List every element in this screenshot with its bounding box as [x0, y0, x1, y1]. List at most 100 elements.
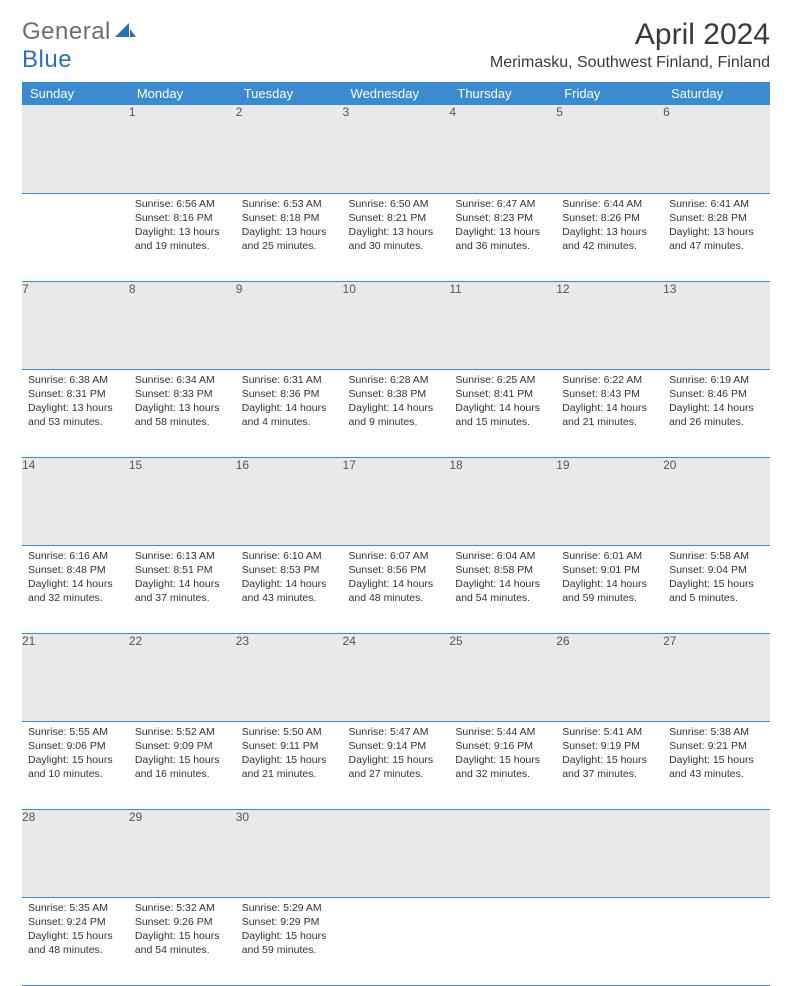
day-info-line: and 21 minutes.	[562, 415, 657, 429]
day-cell: Sunrise: 6:16 AMSunset: 8:48 PMDaylight:…	[22, 545, 129, 633]
day-info-line: and 30 minutes.	[349, 239, 444, 253]
day-cell: Sunrise: 6:31 AMSunset: 8:36 PMDaylight:…	[236, 369, 343, 457]
day-info-line: Sunrise: 5:41 AM	[562, 725, 657, 739]
day-info-line: Sunset: 8:43 PM	[562, 387, 657, 401]
day-cell	[449, 897, 556, 985]
day-info-line: and 32 minutes.	[28, 591, 123, 605]
day-content-row: Sunrise: 6:38 AMSunset: 8:31 PM Daylight:…	[22, 369, 770, 457]
day-info-line: and 5 minutes.	[669, 591, 764, 605]
logo-text-general: General	[22, 18, 111, 45]
day-info-line: Sunrise: 6:28 AM	[349, 373, 444, 387]
day-info-line: Sunset: 8:51 PM	[135, 563, 230, 577]
day-number: 5	[556, 105, 663, 193]
day-info-line: Sunrise: 6:01 AM	[562, 549, 657, 563]
day-info-line: Daylight: 15 hours	[455, 753, 550, 767]
day-info-line: and 36 minutes.	[455, 239, 550, 253]
day-number: 3	[343, 105, 450, 193]
day-number: 21	[22, 633, 129, 721]
day-number-row: 78910111213	[22, 281, 770, 369]
day-info-line: Sunset: 8:48 PM	[28, 563, 123, 577]
day-info-line: Daylight: 15 hours	[135, 753, 230, 767]
day-number-row: 21222324252627	[22, 633, 770, 721]
weekday-header: Sunday	[22, 82, 129, 105]
day-cell: Sunrise: 6:22 AMSunset: 8:43 PMDaylight:…	[556, 369, 663, 457]
day-info-line: Daylight: 14 hours	[242, 577, 337, 591]
day-cell: Sunrise: 6:28 AMSunset: 8:38 PMDaylight:…	[343, 369, 450, 457]
day-info-line: Daylight: 14 hours	[669, 401, 764, 415]
location: Merimasku, Southwest Finland, Finland	[490, 54, 770, 72]
day-info-line: Sunrise: 5:47 AM	[349, 725, 444, 739]
day-info-line: Daylight: 15 hours	[242, 753, 337, 767]
day-info-line: Sunrise: 6:04 AM	[455, 549, 550, 563]
day-number: 26	[556, 633, 663, 721]
day-info-line: Sunrise: 6:13 AM	[135, 549, 230, 563]
day-cell: Sunrise: 6:04 AMSunset: 8:58 PMDaylight:…	[449, 545, 556, 633]
day-info-line: Daylight: 14 hours	[455, 577, 550, 591]
day-info-line: Sunset: 8:23 PM	[455, 211, 550, 225]
day-info-line: Sunset: 8:38 PM	[349, 387, 444, 401]
day-number: 20	[663, 457, 770, 545]
day-info-line: and 58 minutes.	[135, 415, 230, 429]
day-number: 27	[663, 633, 770, 721]
day-number: 1	[129, 105, 236, 193]
day-cell	[556, 897, 663, 985]
day-info-line: Sunrise: 5:32 AM	[135, 901, 230, 915]
day-info-line: and 43 minutes.	[242, 591, 337, 605]
day-cell: Sunrise: 5:58 AMSunset: 9:04 PMDaylight:…	[663, 545, 770, 633]
day-info-line: Sunset: 9:09 PM	[135, 739, 230, 753]
day-info-line: Sunrise: 6:44 AM	[562, 197, 657, 211]
day-info-line: Sunset: 9:01 PM	[562, 563, 657, 577]
day-number: 6	[663, 105, 770, 193]
day-info-line: Sunset: 9:24 PM	[28, 915, 123, 929]
day-cell: Sunrise: 6:34 AMSunset: 8:33 PMDaylight:…	[129, 369, 236, 457]
day-cell: Sunrise: 6:25 AMSunset: 8:41 PMDaylight:…	[449, 369, 556, 457]
day-info-line: Sunrise: 6:38 AM	[28, 373, 123, 387]
weekday-header-row: Sunday Monday Tuesday Wednesday Thursday…	[22, 82, 770, 105]
day-info-line: and 21 minutes.	[242, 767, 337, 781]
day-cell	[22, 193, 129, 281]
day-number: 10	[343, 281, 450, 369]
day-info-line: Sunset: 8:53 PM	[242, 563, 337, 577]
day-info-line: Sunrise: 6:07 AM	[349, 549, 444, 563]
day-number	[663, 809, 770, 897]
day-cell: Sunrise: 6:53 AMSunset: 8:18 PMDaylight:…	[236, 193, 343, 281]
day-info-line: and 9 minutes.	[349, 415, 444, 429]
day-info-line: Daylight: 15 hours	[562, 753, 657, 767]
day-cell: Sunrise: 6:38 AMSunset: 8:31 PMDaylight:…	[22, 369, 129, 457]
day-info-line: Sunrise: 5:55 AM	[28, 725, 123, 739]
day-info-line: Sunrise: 6:50 AM	[349, 197, 444, 211]
day-info-line: Daylight: 14 hours	[242, 401, 337, 415]
day-number: 12	[556, 281, 663, 369]
day-info-line: Sunrise: 5:29 AM	[242, 901, 337, 915]
day-info-line: Daylight: 15 hours	[669, 577, 764, 591]
weekday-header: Friday	[556, 82, 663, 105]
day-info-line: Sunrise: 6:25 AM	[455, 373, 550, 387]
day-info-line: Sunrise: 6:56 AM	[135, 197, 230, 211]
day-info-line: Sunset: 9:11 PM	[242, 739, 337, 753]
title-block: April 2024 Merimasku, Southwest Finland,…	[490, 18, 770, 72]
day-info-line: Sunset: 8:26 PM	[562, 211, 657, 225]
day-number: 14	[22, 457, 129, 545]
day-info-line: Sunset: 8:31 PM	[28, 387, 123, 401]
day-number: 4	[449, 105, 556, 193]
day-number: 15	[129, 457, 236, 545]
day-number	[556, 809, 663, 897]
day-info-line: Sunrise: 5:52 AM	[135, 725, 230, 739]
day-info-line: Daylight: 15 hours	[669, 753, 764, 767]
day-info-line: and 4 minutes.	[242, 415, 337, 429]
day-info-line: Sunset: 9:19 PM	[562, 739, 657, 753]
day-number	[343, 809, 450, 897]
day-cell: Sunrise: 6:10 AMSunset: 8:53 PMDaylight:…	[236, 545, 343, 633]
day-number: 18	[449, 457, 556, 545]
day-cell: Sunrise: 5:44 AMSunset: 9:16 PMDaylight:…	[449, 721, 556, 809]
day-number: 25	[449, 633, 556, 721]
day-info-line: Sunrise: 5:35 AM	[28, 901, 123, 915]
day-info-line: Daylight: 13 hours	[242, 225, 337, 239]
day-cell: Sunrise: 6:50 AMSunset: 8:21 PMDaylight:…	[343, 193, 450, 281]
day-info-line: and 19 minutes.	[135, 239, 230, 253]
day-info-line: Sunset: 8:41 PM	[455, 387, 550, 401]
day-number: 24	[343, 633, 450, 721]
day-info-line: Sunrise: 6:22 AM	[562, 373, 657, 387]
day-number: 9	[236, 281, 343, 369]
day-info-line: and 48 minutes.	[349, 591, 444, 605]
